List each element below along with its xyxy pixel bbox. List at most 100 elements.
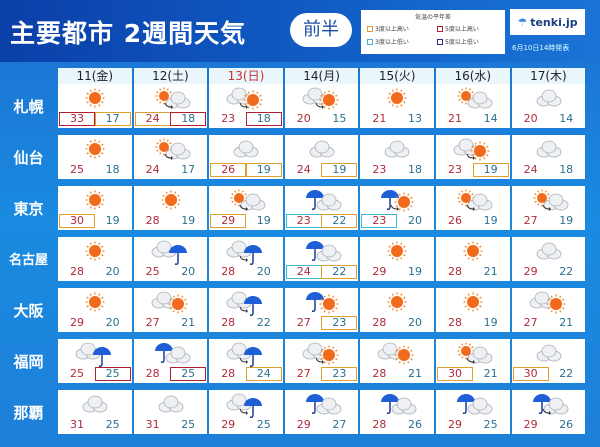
forecast-cell: 28 24 [209,339,283,383]
sun-icon [243,90,263,110]
high-temp: 27 [523,214,538,227]
forecast-cell: 26 19 [209,135,283,179]
umbrella-icon [381,190,400,210]
low-temp: 26 [407,418,422,431]
forecast-cell: 28 21 [360,339,434,383]
forecast-cell: 30 22 [511,339,586,383]
sun-icon [85,292,105,312]
high-temp: 23 [221,112,236,125]
cloud-icon [240,193,266,211]
arrow-icon [542,408,551,415]
sun-icon [319,345,339,365]
forecast-cell: 20 14 [511,84,586,128]
weather-icon [457,189,493,211]
weather-icon [305,190,342,211]
high-temp: 28 [372,367,387,380]
forecast-cell: 23 20 [360,186,434,230]
high-temp: 21 [448,112,462,125]
weather-icon [536,89,561,107]
sun-icon [387,292,407,312]
legend-swatch [437,25,443,32]
weather-icon [377,342,414,365]
weather-icon [226,240,263,265]
sun-icon [230,189,248,207]
weather-icon [457,342,493,364]
brand-name: tenki.jp [530,15,578,29]
sun-icon [394,192,414,212]
forecast-cell: 33 17 [58,84,132,128]
day-header: 15(火) [360,68,434,84]
forecast-cell: 29 19 [360,237,434,281]
city-name: 仙台 [13,149,44,167]
weather-icon [387,88,407,108]
arrow-icon [542,204,551,211]
sun-icon [533,189,551,207]
forecast-cell: 23 19 [436,135,510,179]
day-header: 14(月) [284,68,359,84]
umbrella-icon [93,347,111,367]
low-temp: 19 [483,214,498,227]
high-temp: 29 [296,418,311,431]
sun-icon [463,292,483,312]
low-temp: 25 [181,418,196,431]
weather-icon [226,342,263,367]
issued-time: 6月10日14時発表 [512,44,570,52]
sun-icon [155,138,173,156]
weather-icon [85,241,105,261]
day-header: 11(金) [58,68,132,84]
low-temp: 19 [321,163,358,177]
city-name: 大阪 [13,302,44,320]
low-temp: 19 [559,214,574,227]
weather-icon [309,140,335,158]
sun-icon [387,88,407,108]
forecast-cell: 28 25 [133,339,208,383]
low-temp: 19 [472,163,509,177]
weather-icon [387,292,407,312]
umbrella-icon [168,245,187,265]
low-temp: 19 [483,316,498,329]
sun-icon [387,241,407,261]
logo-icon: ☂ [517,15,528,29]
high-temp: 25 [70,367,84,380]
cloud-icon [316,244,342,262]
weather-icon [85,292,105,312]
low-temp: 13 [407,112,422,125]
low-temp: 18 [105,163,120,176]
high-temp: 27 [145,316,160,329]
legend-swatch [367,38,373,45]
cloud-icon [536,140,561,158]
weather-icon [536,140,561,158]
low-temp: 21 [483,367,498,380]
high-temp: 28 [145,367,160,380]
sun-icon [85,190,105,210]
cloud-icon [302,342,328,360]
sun-icon [168,294,188,314]
weather-icon [155,138,190,160]
low-temp: 19 [256,214,271,227]
forecast-cell: 25 20 [133,237,208,281]
high-temp: 24 [523,163,538,176]
forecast-cell: 25 25 [58,339,132,383]
forecast-cell: 27 21 [133,288,208,332]
low-temp: 20 [181,265,196,278]
weather-icon [305,241,342,262]
high-temp: 30 [59,214,95,228]
forecast-cell: 29 19 [209,186,283,230]
weather-icon [529,291,566,314]
high-temp: 25 [70,163,84,176]
high-temp: 28 [145,214,160,227]
weather-icon [536,344,561,362]
forecast-cell: 28 20 [58,237,132,281]
weather-icon [463,241,483,261]
high-temp: 28 [70,265,84,278]
high-temp: 30 [437,367,473,381]
weather-icon [155,87,190,109]
weather-icon [453,138,490,161]
umbrella-icon [305,190,324,210]
city-name: 名古屋 [8,253,48,268]
umbrella-icon [305,241,324,261]
forecast-cell: 23 18 [209,84,283,128]
weather-icon [387,241,407,261]
umbrella-icon [244,347,263,367]
weather-icon [533,189,568,211]
